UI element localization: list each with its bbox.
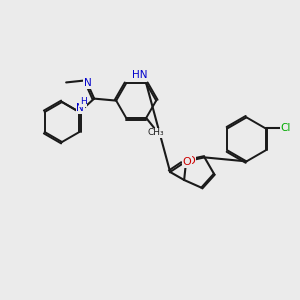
Text: O: O	[187, 156, 196, 166]
Text: H: H	[80, 98, 87, 106]
Text: Cl: Cl	[280, 123, 291, 134]
Text: N: N	[84, 78, 92, 88]
Text: N: N	[76, 103, 84, 113]
Text: CH₃: CH₃	[148, 128, 164, 137]
Text: O: O	[183, 157, 191, 167]
Text: HN: HN	[132, 70, 148, 80]
